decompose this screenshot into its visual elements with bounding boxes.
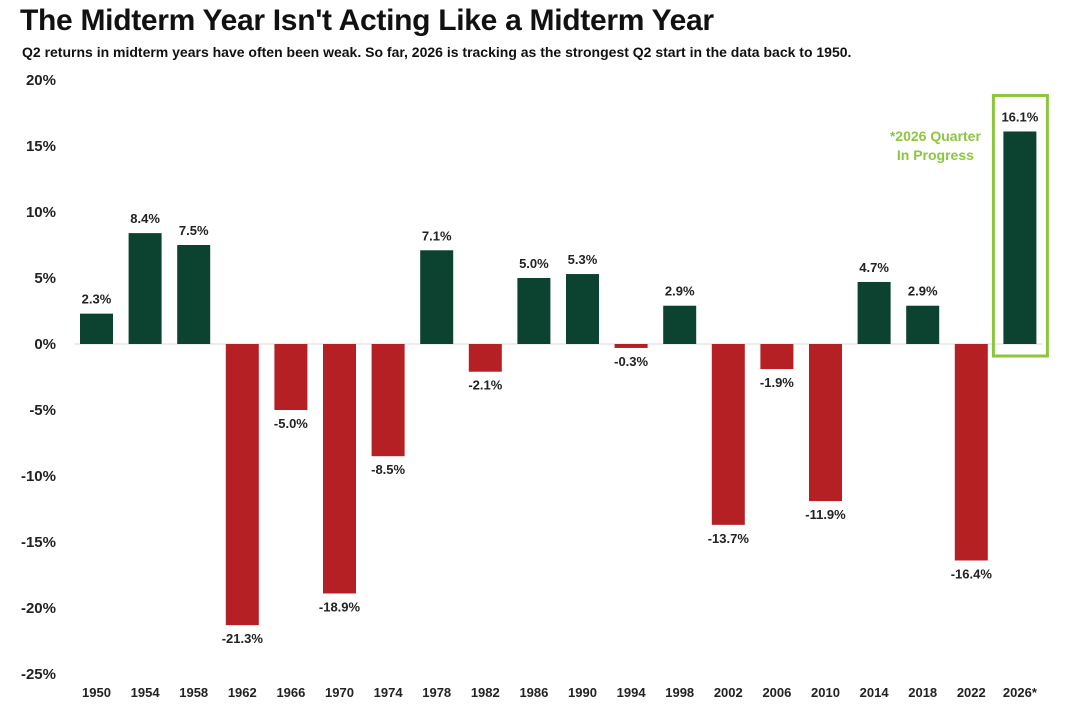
data-label: 7.1%	[422, 228, 452, 243]
data-label: 7.5%	[179, 223, 209, 238]
data-label: 2.3%	[82, 292, 112, 307]
x-tick-label: 1958	[179, 685, 208, 700]
data-label: -0.3%	[614, 354, 648, 369]
data-label: -5.0%	[274, 416, 308, 431]
y-tick-label: -20%	[21, 600, 56, 617]
bar-2002	[711, 344, 745, 525]
data-label: 8.4%	[130, 211, 160, 226]
x-tick-label: 1998	[665, 685, 694, 700]
bar-1950	[80, 313, 113, 344]
bar-1954	[128, 233, 162, 344]
y-axis: 20% 15% 10% 5% 0% -5% -10% -15% -20% -25%	[21, 72, 56, 683]
data-label: -16.4%	[951, 566, 993, 581]
data-label: 5.0%	[519, 256, 549, 271]
y-tick-label: 10%	[26, 204, 56, 221]
annotation-2026-in-progress: *2026 Quarter In Progress	[890, 128, 982, 163]
x-tick-label: 1954	[131, 685, 161, 700]
bar-1958	[177, 245, 211, 344]
y-tick-label: -15%	[21, 534, 56, 551]
x-tick-label: 1990	[568, 685, 597, 700]
x-tick-label: 2022	[957, 685, 986, 700]
data-label: -18.9%	[319, 599, 361, 614]
data-labels: 2.3% 8.4% 7.5% -21.3% -5.0% -18.9% -8.5% 7.1% -2…	[82, 109, 1039, 646]
data-label: 16.1%	[1001, 109, 1038, 124]
x-tick-label: 2006	[762, 685, 791, 700]
data-label: 2.9%	[665, 284, 695, 299]
x-tick-label: 2014	[860, 685, 890, 700]
x-tick-label: 1970	[325, 685, 354, 700]
data-label: 2.9%	[908, 284, 938, 299]
data-label: 4.7%	[859, 260, 889, 275]
x-tick-label: 1978	[422, 685, 451, 700]
data-label: -8.5%	[371, 462, 405, 477]
bar-1970	[323, 344, 356, 594]
data-label: -21.3%	[222, 631, 264, 646]
y-tick-label: 15%	[26, 138, 56, 155]
y-tick-label: -10%	[21, 468, 56, 485]
y-tick-label: -5%	[29, 402, 56, 419]
x-tick-label: 1982	[471, 685, 500, 700]
bar-2006	[760, 344, 794, 370]
bar-2014	[857, 281, 891, 344]
annotation-line: *2026 Quarter	[890, 128, 982, 144]
bar-2010	[809, 344, 842, 502]
bar-1966	[274, 344, 308, 410]
bar-2018	[906, 305, 940, 344]
data-label: -13.7%	[708, 531, 750, 546]
x-tick-label: 1950	[82, 685, 111, 700]
bar-1978	[420, 250, 454, 344]
x-tick-label: 1962	[228, 685, 257, 700]
x-tick-label: 1974	[374, 685, 404, 700]
y-tick-label: 20%	[26, 72, 56, 89]
annotation-line: In Progress	[897, 147, 974, 163]
data-label: -11.9%	[805, 507, 846, 522]
bar-2026	[1003, 131, 1037, 344]
bar-1986	[517, 278, 551, 344]
x-tick-label: 2026*	[1003, 685, 1038, 700]
data-label: -2.1%	[468, 378, 502, 393]
x-tick-label: 1966	[276, 685, 305, 700]
chart-title: The Midterm Year Isn't Acting Like a Mid…	[20, 4, 714, 37]
x-axis: 1950 1954 1958 1962 1966 1970 1974 1978 1982 1986…	[82, 685, 1038, 700]
data-label: 5.3%	[568, 252, 598, 267]
y-tick-label: -25%	[21, 666, 56, 683]
bar-1962	[225, 344, 259, 626]
x-tick-label: 2010	[811, 685, 840, 700]
bar-1994	[614, 344, 648, 348]
bar-1982	[468, 344, 502, 372]
chart-subtitle: Q2 returns in midterm years have often b…	[22, 44, 852, 60]
data-label: -1.9%	[760, 375, 794, 390]
x-tick-label: 1986	[519, 685, 548, 700]
x-tick-label: 2002	[714, 685, 743, 700]
bar-series	[80, 131, 1037, 626]
bar-1990	[566, 274, 599, 344]
bar-1998	[663, 305, 697, 344]
y-tick-label: 0%	[34, 336, 56, 353]
bar-2022	[954, 344, 988, 561]
y-tick-label: 5%	[34, 270, 56, 287]
x-tick-label: 2018	[908, 685, 937, 700]
x-tick-label: 1994	[617, 685, 647, 700]
highlight-box-2026	[991, 93, 1049, 358]
bar-1974	[371, 344, 405, 457]
